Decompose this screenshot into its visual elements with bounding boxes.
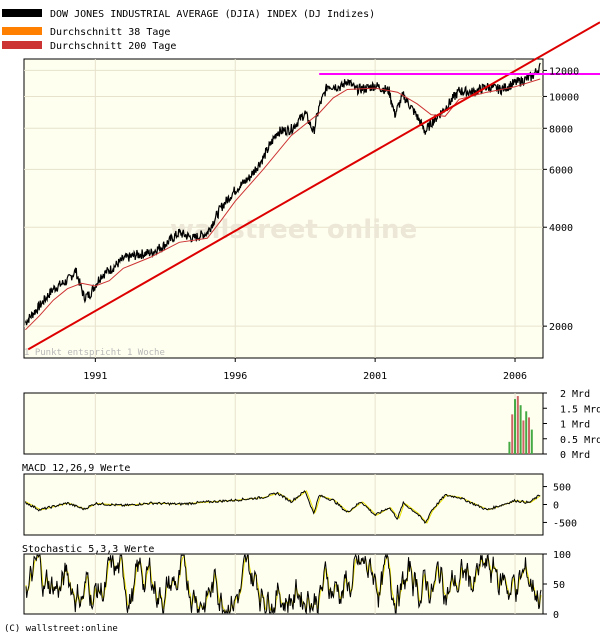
price-panel-background [23,58,544,359]
volume-bar [525,411,528,454]
macd-panel-background [23,473,544,536]
price-y-tick-label: 10000 [549,92,579,103]
macd-y-tick-label: 0 [553,501,559,512]
macd-y-tick-label: -500 [553,518,577,529]
volume-y-tick-label: 1 Mrd [560,420,590,431]
macd-y-tick-label: 500 [553,483,571,494]
volume-y-tick-label: 0.5 Mrd [560,435,600,446]
price-x-tick-label: 1996 [223,371,247,382]
stochastic-y-axis: 100 50 0 [543,550,571,621]
stochastic-k-line [25,553,542,615]
price-x-tick-label: 2001 [363,371,387,382]
stochastic-y-tick-label: 0 [553,610,559,621]
price-x-tick-label: 1991 [83,371,107,382]
volume-y-axis: 2 Mrd 1.5 Mrd 1 Mrd 0.5 Mrd 0 Mrd [543,389,600,461]
price-grid [24,59,543,358]
scale-note: 1 Punkt entspricht 1 Woche [24,348,165,358]
stochastic-series [25,553,542,615]
volume-bar [519,405,522,454]
ma200-line [25,78,541,331]
legend-label-ma200: Durchschnitt 200 Tage [50,41,176,52]
volume-bar [511,414,514,454]
price-x-axis: 1991 1996 2001 2006 [83,358,527,382]
volume-y-tick-label: 0 Mrd [560,450,590,461]
macd-title: MACD 12,26,9 Werte [22,463,130,474]
price-line [24,62,541,326]
price-y-tick-label: 8000 [549,124,573,135]
legend-swatch-ma200 [2,41,42,49]
stochastic-title: Stochastic 5,3,3 Werte [22,544,154,555]
stochastic-panel: Stochastic 5,3,3 Werte 100 50 0 [22,544,571,621]
volume-bar [508,441,511,454]
legend-swatch-price [2,9,42,17]
price-y-tick-label: 12000 [549,66,579,77]
macd-series [24,490,541,524]
macd-y-axis: 500 0 -500 [543,483,577,529]
legend-swatch-ma38 [2,27,42,35]
volume-bars [508,396,533,454]
stochastic-y-tick-label: 100 [553,550,571,561]
support-trendline [27,21,600,351]
price-x-tick-label: 2006 [503,371,527,382]
volume-bar [514,399,517,454]
price-y-tick-label: 6000 [549,165,573,176]
price-y-tick-label: 4000 [549,223,573,234]
watermark: wallstreet online [170,215,417,245]
price-y-axis: 2000 4000 6000 8000 10000 12000 [543,66,579,333]
price-panel: wallstreet online 1 Punkt entspricht 1 W… [23,21,600,382]
legend: DOW JONES INDUSTRIAL AVERAGE (DJIA) INDE… [2,9,375,52]
macd-panel: MACD 12,26,9 Werte 500 0 -500 [22,463,577,536]
legend-label-ma38: Durchschnitt 38 Tage [50,27,170,38]
volume-y-tick-label: 1.5 Mrd [560,404,600,415]
macd-line [24,490,541,524]
stochastic-y-tick-label: 50 [553,580,565,591]
volume-bar [528,417,531,454]
volume-bar [516,396,519,454]
volume-panel-background [23,392,544,455]
volume-bar [530,429,533,454]
volume-bar [522,420,525,454]
price-y-tick-label: 2000 [549,322,573,333]
copyright: (C) wallstreet:online [4,624,118,634]
price-series [24,21,600,351]
volume-y-tick-label: 2 Mrd [560,389,590,400]
legend-label-price: DOW JONES INDUSTRIAL AVERAGE (DJIA) INDE… [50,9,375,20]
volume-panel: 2 Mrd 1.5 Mrd 1 Mrd 0.5 Mrd 0 Mrd [23,389,600,461]
